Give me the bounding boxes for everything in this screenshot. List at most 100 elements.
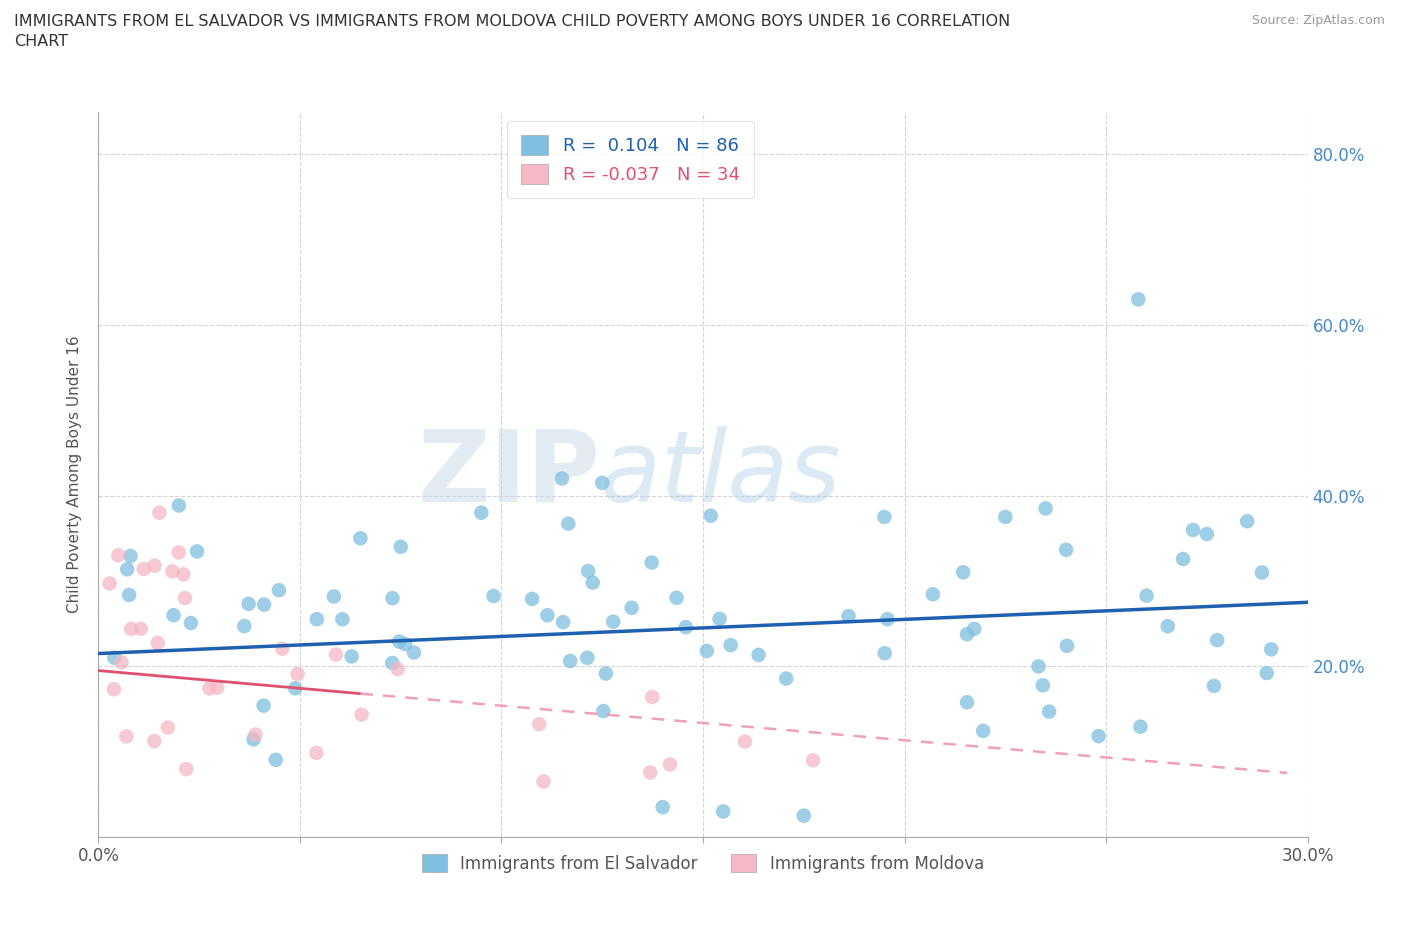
Point <box>560 654 582 669</box>
Point <box>305 745 328 760</box>
Point <box>387 661 409 676</box>
Text: CHART: CHART <box>14 34 67 49</box>
Point <box>1038 704 1060 719</box>
Point <box>284 681 307 696</box>
Point <box>1202 678 1225 693</box>
Point <box>602 614 624 629</box>
Point <box>245 727 267 742</box>
Point <box>120 621 142 636</box>
Point <box>253 597 276 612</box>
Point <box>111 655 134 670</box>
Point <box>576 564 599 578</box>
Point <box>592 704 614 719</box>
Point <box>332 612 354 627</box>
Point <box>1171 551 1194 566</box>
Point <box>198 681 221 696</box>
Point <box>641 689 664 704</box>
Point <box>1206 632 1229 647</box>
Point <box>551 472 574 486</box>
Point <box>162 564 184 578</box>
Point <box>873 510 896 525</box>
Point <box>340 649 363 664</box>
Point <box>115 562 138 577</box>
Point <box>305 612 328 627</box>
Point <box>146 635 169 650</box>
Point <box>748 647 770 662</box>
Point <box>963 621 986 636</box>
Point <box>675 619 697 634</box>
Point <box>582 575 605 590</box>
Point <box>801 753 824 768</box>
Point <box>700 509 723 524</box>
Point <box>381 656 404 671</box>
Point <box>1129 719 1152 734</box>
Point <box>180 616 202 631</box>
Point <box>1182 523 1205 538</box>
Point <box>533 774 555 789</box>
Point <box>148 505 170 520</box>
Point <box>527 717 550 732</box>
Point <box>233 618 256 633</box>
Point <box>205 680 228 695</box>
Point <box>1251 565 1274 580</box>
Point <box>1256 666 1278 681</box>
Text: Source: ZipAtlas.com: Source: ZipAtlas.com <box>1251 14 1385 27</box>
Point <box>103 682 125 697</box>
Point <box>922 587 945 602</box>
Point <box>271 642 294 657</box>
Point <box>1032 678 1054 693</box>
Point <box>557 516 579 531</box>
Point <box>267 583 290 598</box>
Point <box>775 671 797 686</box>
Point <box>956 627 979 642</box>
Point <box>638 765 661 780</box>
Point <box>1157 618 1180 633</box>
Point <box>173 567 195 582</box>
Point <box>595 666 617 681</box>
Point <box>876 612 898 627</box>
Point <box>972 724 994 738</box>
Point <box>167 545 190 560</box>
Point <box>1236 513 1258 528</box>
Point <box>174 591 197 605</box>
Point <box>162 608 184 623</box>
Point <box>115 729 138 744</box>
Point <box>956 695 979 710</box>
Point <box>167 498 190 513</box>
Point <box>186 544 208 559</box>
Legend: Immigrants from El Salvador, Immigrants from Moldova: Immigrants from El Salvador, Immigrants … <box>415 847 991 880</box>
Point <box>952 565 974 579</box>
Point <box>720 638 742 653</box>
Point <box>1028 659 1050 674</box>
Point <box>1136 589 1159 604</box>
Point <box>520 591 543 606</box>
Point <box>132 562 155 577</box>
Point <box>174 762 197 777</box>
Text: ZIP: ZIP <box>418 426 600 523</box>
Point <box>1056 638 1078 653</box>
Point <box>838 608 860 623</box>
Point <box>242 732 264 747</box>
Point <box>1260 642 1282 657</box>
Y-axis label: Child Poverty Among Boys Under 16: Child Poverty Among Boys Under 16 <box>67 336 83 613</box>
Point <box>253 698 276 713</box>
Point <box>107 548 129 563</box>
Point <box>470 505 492 520</box>
Point <box>323 589 346 604</box>
Point <box>709 611 731 626</box>
Point <box>129 621 152 636</box>
Point <box>388 634 411 649</box>
Point <box>793 808 815 823</box>
Point <box>325 647 347 662</box>
Text: atlas: atlas <box>600 426 842 523</box>
Point <box>1054 542 1077 557</box>
Point <box>394 637 416 652</box>
Point <box>264 752 287 767</box>
Point <box>1128 292 1150 307</box>
Point <box>402 645 425 660</box>
Point <box>711 804 734 818</box>
Point <box>994 510 1017 525</box>
Point <box>651 800 673 815</box>
Point <box>156 720 179 735</box>
Point <box>98 576 121 591</box>
